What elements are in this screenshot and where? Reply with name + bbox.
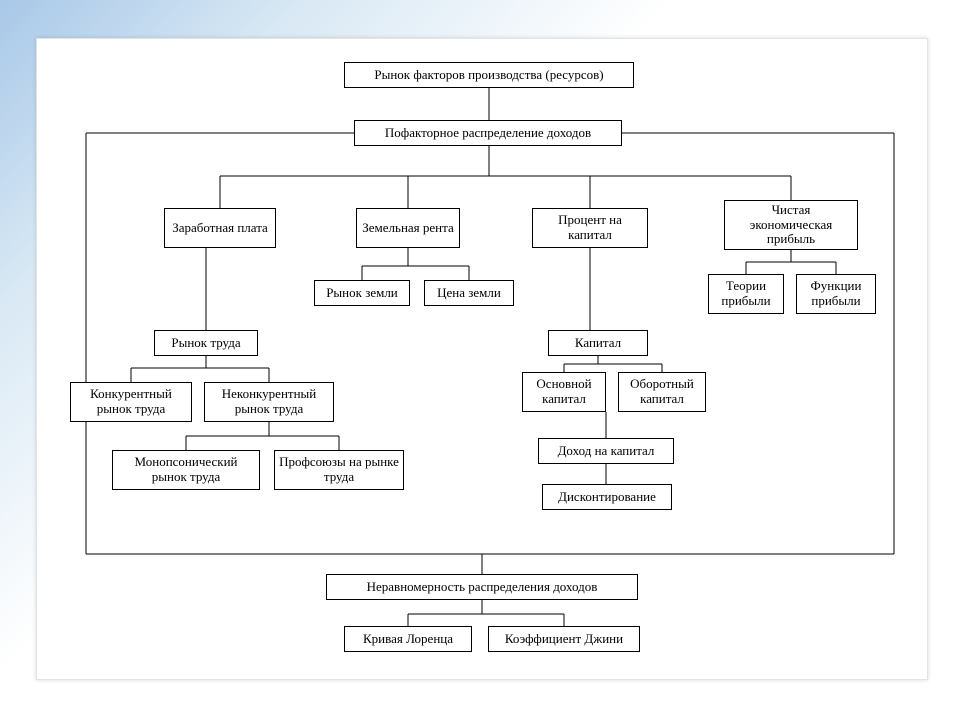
node-n23: Коэффициент Джини bbox=[488, 626, 640, 652]
node-n9: Теории прибыли bbox=[708, 274, 784, 314]
node-n5: Процент на капитал bbox=[532, 208, 648, 248]
node-n20: Дисконтирование bbox=[542, 484, 672, 510]
node-n7: Рынок земли bbox=[314, 280, 410, 306]
node-n2: Пофакторное распределение доходов bbox=[354, 120, 622, 146]
node-n4: Земельная рента bbox=[356, 208, 460, 248]
node-n3: Заработная плата bbox=[164, 208, 276, 248]
node-n1: Рынок факторов производства (ресурсов) bbox=[344, 62, 634, 88]
node-n13: Конкурентный рынок труда bbox=[70, 382, 192, 422]
diagram-stage: Рынок факторов производства (ресурсов) По… bbox=[46, 48, 918, 670]
node-n19: Доход на капитал bbox=[538, 438, 674, 464]
node-n21: Неравномерность распределения доходов bbox=[326, 574, 638, 600]
node-n14: Неконкурентный рынок труда bbox=[204, 382, 334, 422]
node-n8: Цена земли bbox=[424, 280, 514, 306]
node-n6: Чистая экономическая прибыль bbox=[724, 200, 858, 250]
node-n12: Капитал bbox=[548, 330, 648, 356]
node-n11: Рынок труда bbox=[154, 330, 258, 356]
node-n16: Оборотный капитал bbox=[618, 372, 706, 412]
node-n10: Функции прибыли bbox=[796, 274, 876, 314]
node-n15: Основной капитал bbox=[522, 372, 606, 412]
node-n17: Монопсонический рынок труда bbox=[112, 450, 260, 490]
node-n18: Профсоюзы на рынке труда bbox=[274, 450, 404, 490]
node-n22: Кривая Лоренца bbox=[344, 626, 472, 652]
